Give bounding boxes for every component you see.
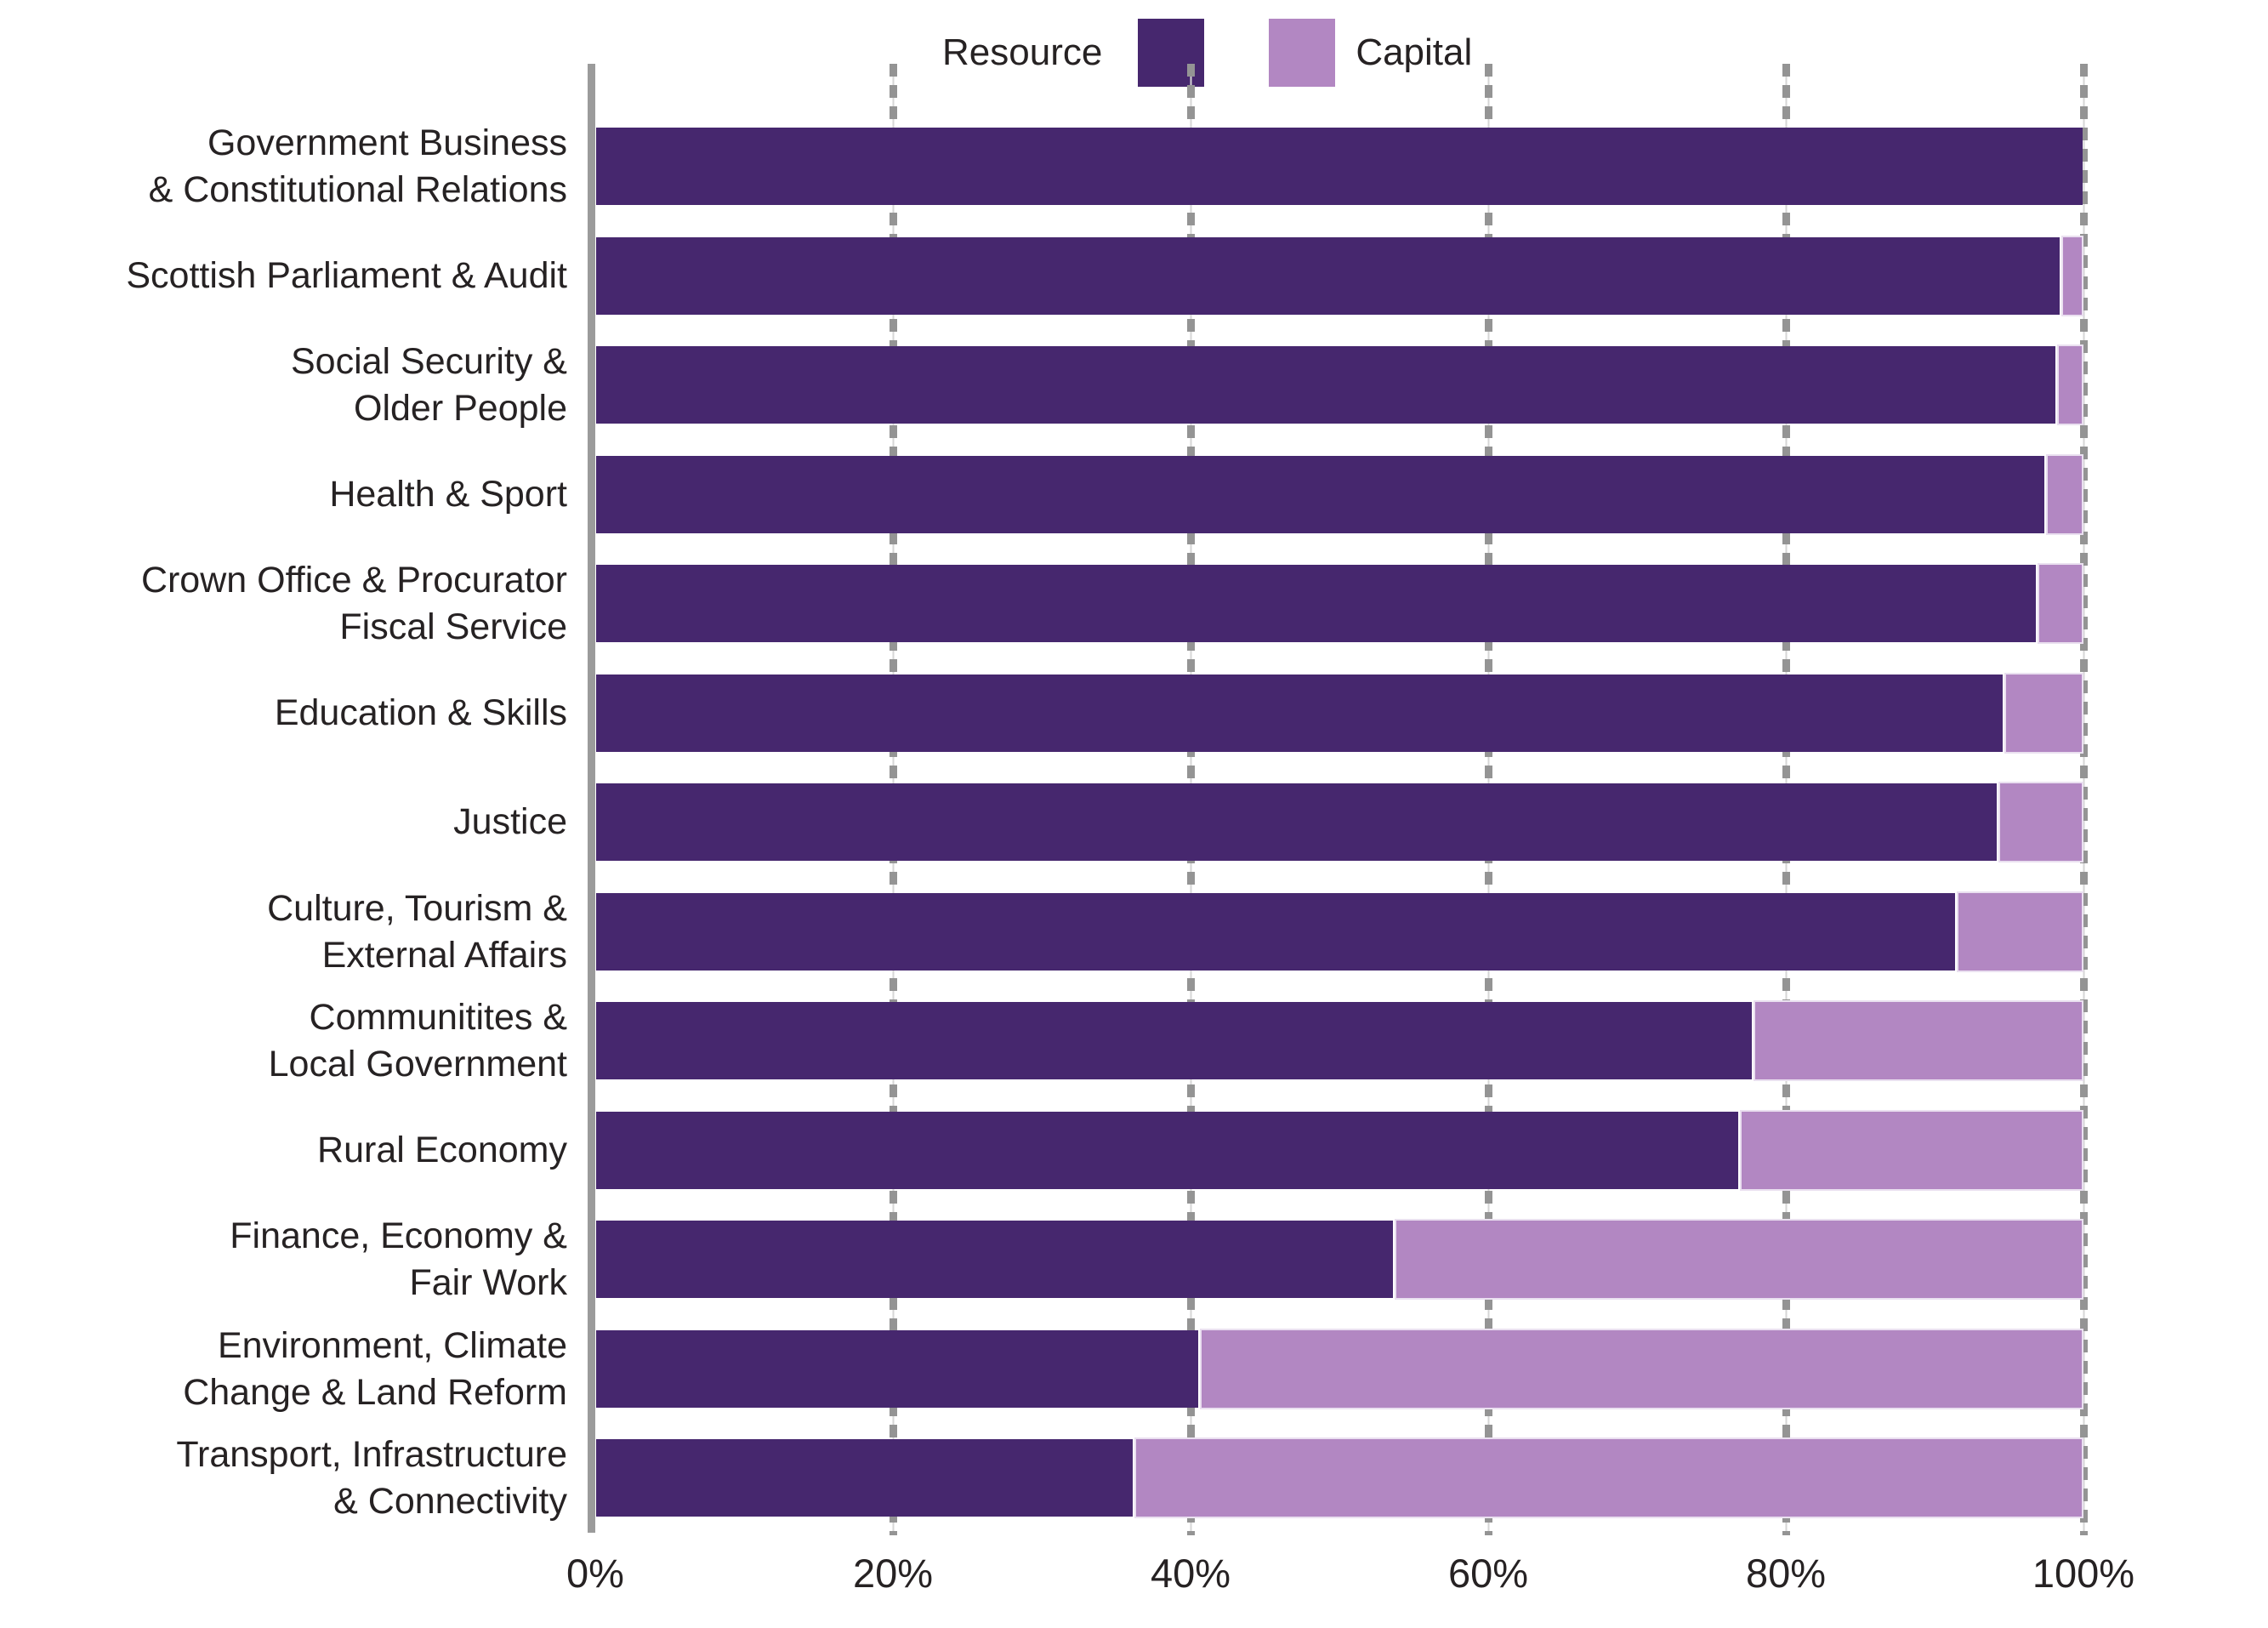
- bar-segment-resource: [596, 893, 1956, 971]
- bar-segment-resource: [596, 456, 2045, 533]
- bar-segment-capital: [1201, 1330, 2082, 1408]
- gridline-100: [2079, 64, 2088, 1535]
- bar-segment-resource: [596, 346, 2055, 424]
- bar-row: [0, 1002, 2268, 1079]
- bar-segment-resource: [596, 783, 1998, 861]
- bar-segment-resource: [596, 675, 2004, 752]
- legend-label-resource: Resource: [942, 31, 1103, 73]
- category-label: Transport, Infrastructure & Connectivity: [176, 1433, 567, 1522]
- bar-segment-resource: [596, 1221, 1393, 1298]
- category-label: Environment, Climate Change & Land Reform: [183, 1324, 567, 1413]
- x-tick-label-20: 20%: [852, 1551, 934, 1596]
- bar-segment-resource: [596, 1112, 1738, 1189]
- category-label: Culture, Tourism & External Affairs: [267, 887, 567, 976]
- category-label: Education & Skills: [274, 692, 567, 733]
- category-label: Government Business & Constitutional Rela…: [148, 122, 567, 210]
- bar-segment-resource: [596, 1439, 1133, 1517]
- bar-row: [0, 783, 2268, 861]
- bar-segment-resource: [596, 1330, 1198, 1408]
- bar-row: [0, 893, 2268, 971]
- bar-segment-capital: [2038, 565, 2082, 642]
- bar-segment-capital: [1395, 1221, 2082, 1298]
- bar-segment-capital: [2000, 783, 2082, 861]
- bar-segment-capital: [2006, 675, 2082, 752]
- bar-row: [0, 1330, 2268, 1408]
- legend-label-capital: Capital: [1356, 31, 1473, 73]
- category-label: Finance, Economy & Fair Work: [230, 1215, 567, 1303]
- bar-segment-resource: [596, 1002, 1752, 1079]
- category-label: Justice: [453, 801, 567, 842]
- x-tick-label-40: 40%: [1150, 1551, 1231, 1596]
- x-tick-label-80: 80%: [1745, 1551, 1827, 1596]
- bar-row: [0, 1439, 2268, 1517]
- x-tick-label-100: 100%: [2032, 1551, 2135, 1596]
- bar-segment-capital: [1958, 893, 2082, 971]
- category-label: Scottish Parliament & Audit: [126, 255, 567, 296]
- x-tick-label-60: 60%: [1447, 1551, 1529, 1596]
- bar-row: [0, 565, 2268, 642]
- bar-segment-resource: [596, 128, 2083, 205]
- bar-segment-resource: [596, 237, 2060, 315]
- bar-segment-capital: [1135, 1439, 2082, 1517]
- category-label: Social Security & Older People: [290, 340, 567, 429]
- bar-segment-capital: [1754, 1002, 2082, 1079]
- bar-row: [0, 456, 2268, 533]
- legend-swatch-capital: [1269, 19, 1336, 87]
- bar-row: [0, 128, 2268, 205]
- bar-row: [0, 237, 2268, 315]
- bar-segment-resource: [596, 565, 2036, 642]
- bar-segment-capital: [1741, 1112, 2082, 1189]
- legend: Resource Capital: [942, 19, 1472, 87]
- category-label: Rural Economy: [317, 1130, 567, 1170]
- x-tick-label-0: 0%: [566, 1551, 624, 1596]
- category-label: Health & Sport: [329, 474, 567, 515]
- bar-segment-capital: [2058, 346, 2082, 424]
- y-axis-line: [588, 64, 595, 1533]
- bar-row: [0, 675, 2268, 752]
- bar-row: [0, 1221, 2268, 1298]
- bar-segment-capital: [2062, 237, 2082, 315]
- bar-segment-capital: [2048, 456, 2082, 533]
- category-label: Crown Office & Procurator Fiscal Service: [140, 559, 567, 647]
- category-label: Communitites & Local Government: [268, 996, 567, 1084]
- bar-row: [0, 1112, 2268, 1189]
- bar-row: [0, 346, 2268, 424]
